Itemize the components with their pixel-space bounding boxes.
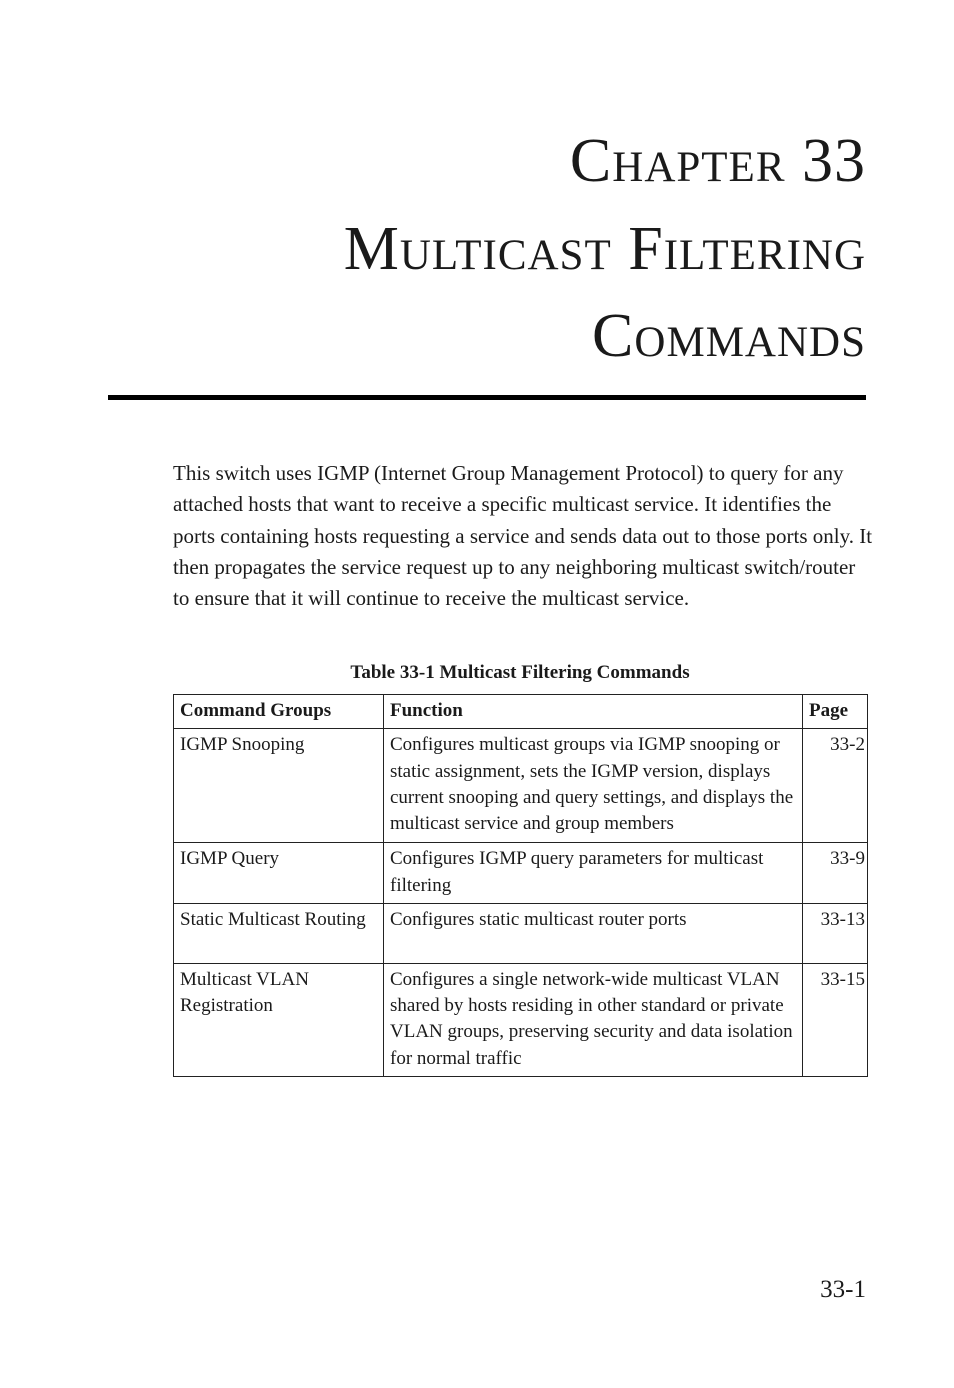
- cell-group: Multicast VLAN Registration: [173, 962, 384, 1078]
- intro-paragraph: This switch uses IGMP (Internet Group Ma…: [173, 461, 873, 611]
- chapter-title-line-2: Multicast Filtering: [343, 215, 866, 283]
- table-row: Multicast VLAN Registration Configures a…: [173, 962, 868, 1078]
- cell-function: Configures static multicast router ports: [383, 902, 803, 964]
- cell-group: IGMP Snooping: [173, 728, 384, 844]
- title-rule: [108, 395, 866, 400]
- chapter-title-line-3: Commands: [592, 302, 866, 370]
- header-command-groups: Command Groups: [173, 693, 384, 730]
- commands-table: Command Groups Function Page IGMP Snoopi…: [173, 693, 868, 1078]
- cell-page: 33-15: [802, 962, 868, 1078]
- cell-group: IGMP Query: [173, 842, 384, 904]
- table-row: IGMP Query Configures IGMP query paramet…: [173, 842, 868, 904]
- header-function: Function: [383, 693, 803, 730]
- cell-function: Configures IGMP query parameters for mul…: [383, 842, 803, 904]
- table-row: Static Multicast Routing Configures stat…: [173, 902, 868, 964]
- cell-page: 33-13: [802, 902, 868, 964]
- cell-page: 33-9: [802, 842, 868, 904]
- table-header-row: Command Groups Function Page: [173, 693, 868, 730]
- table-caption: Table 33-1 Multicast Filtering Commands: [350, 662, 690, 683]
- cell-function: Configures multicast groups via IGMP sno…: [383, 728, 803, 844]
- cell-page: 33-2: [802, 728, 868, 844]
- header-page: Page: [802, 693, 868, 730]
- page-number: 33-1: [820, 1276, 866, 1303]
- table-row: IGMP Snooping Configures multicast group…: [173, 728, 868, 844]
- cell-function: Configures a single network-wide multica…: [383, 962, 803, 1078]
- cell-group: Static Multicast Routing: [173, 902, 384, 964]
- chapter-title-line-1: Chapter 33: [569, 127, 866, 195]
